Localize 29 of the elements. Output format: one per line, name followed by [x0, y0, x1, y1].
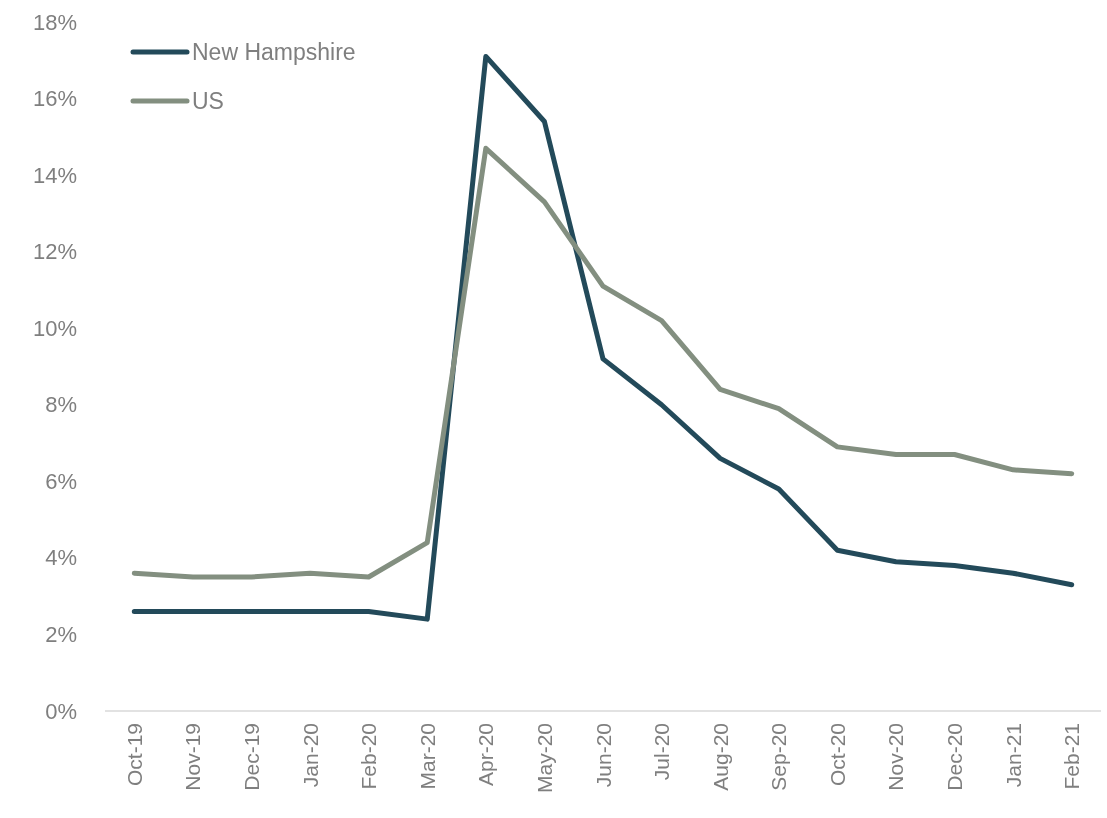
x-tick-label: Aug-20 — [708, 723, 732, 791]
y-tick-label: 12% — [32, 239, 77, 265]
x-tick-label: Jan-21 — [1001, 723, 1025, 788]
x-tick-label: Jul-20 — [650, 723, 674, 781]
y-tick-label: 16% — [32, 86, 77, 112]
y-tick-label: 2% — [45, 621, 77, 647]
y-tick-label: 4% — [45, 545, 77, 571]
x-tick-label: Sep-20 — [767, 723, 791, 791]
legend-label: US — [192, 88, 224, 114]
y-tick-label: 8% — [45, 392, 77, 418]
x-tick-label: Nov-19 — [181, 723, 205, 791]
x-tick-label: Mar-20 — [415, 723, 439, 790]
y-tick-label: 14% — [32, 162, 77, 188]
x-tick-label: Feb-20 — [357, 723, 381, 790]
x-tick-label: May-20 — [532, 723, 556, 794]
x-tick-label: Oct-19 — [122, 723, 146, 787]
y-tick-label: 10% — [32, 315, 77, 341]
y-tick-label: 18% — [32, 9, 77, 35]
x-tick-label: Oct-20 — [825, 723, 849, 787]
y-tick-label: 0% — [45, 698, 77, 724]
x-tick-label: Jan-20 — [298, 723, 322, 788]
y-tick-label: 6% — [45, 468, 77, 494]
legend-label: New Hampshire — [192, 39, 356, 65]
x-tick-label: Nov-20 — [884, 723, 908, 791]
x-tick-label: Jun-20 — [591, 723, 615, 788]
x-tick-label: Apr-20 — [474, 723, 498, 787]
x-tick-label: Feb-21 — [1060, 723, 1084, 790]
x-tick-label: Dec-19 — [239, 723, 263, 791]
x-tick-label: Dec-20 — [943, 723, 967, 791]
